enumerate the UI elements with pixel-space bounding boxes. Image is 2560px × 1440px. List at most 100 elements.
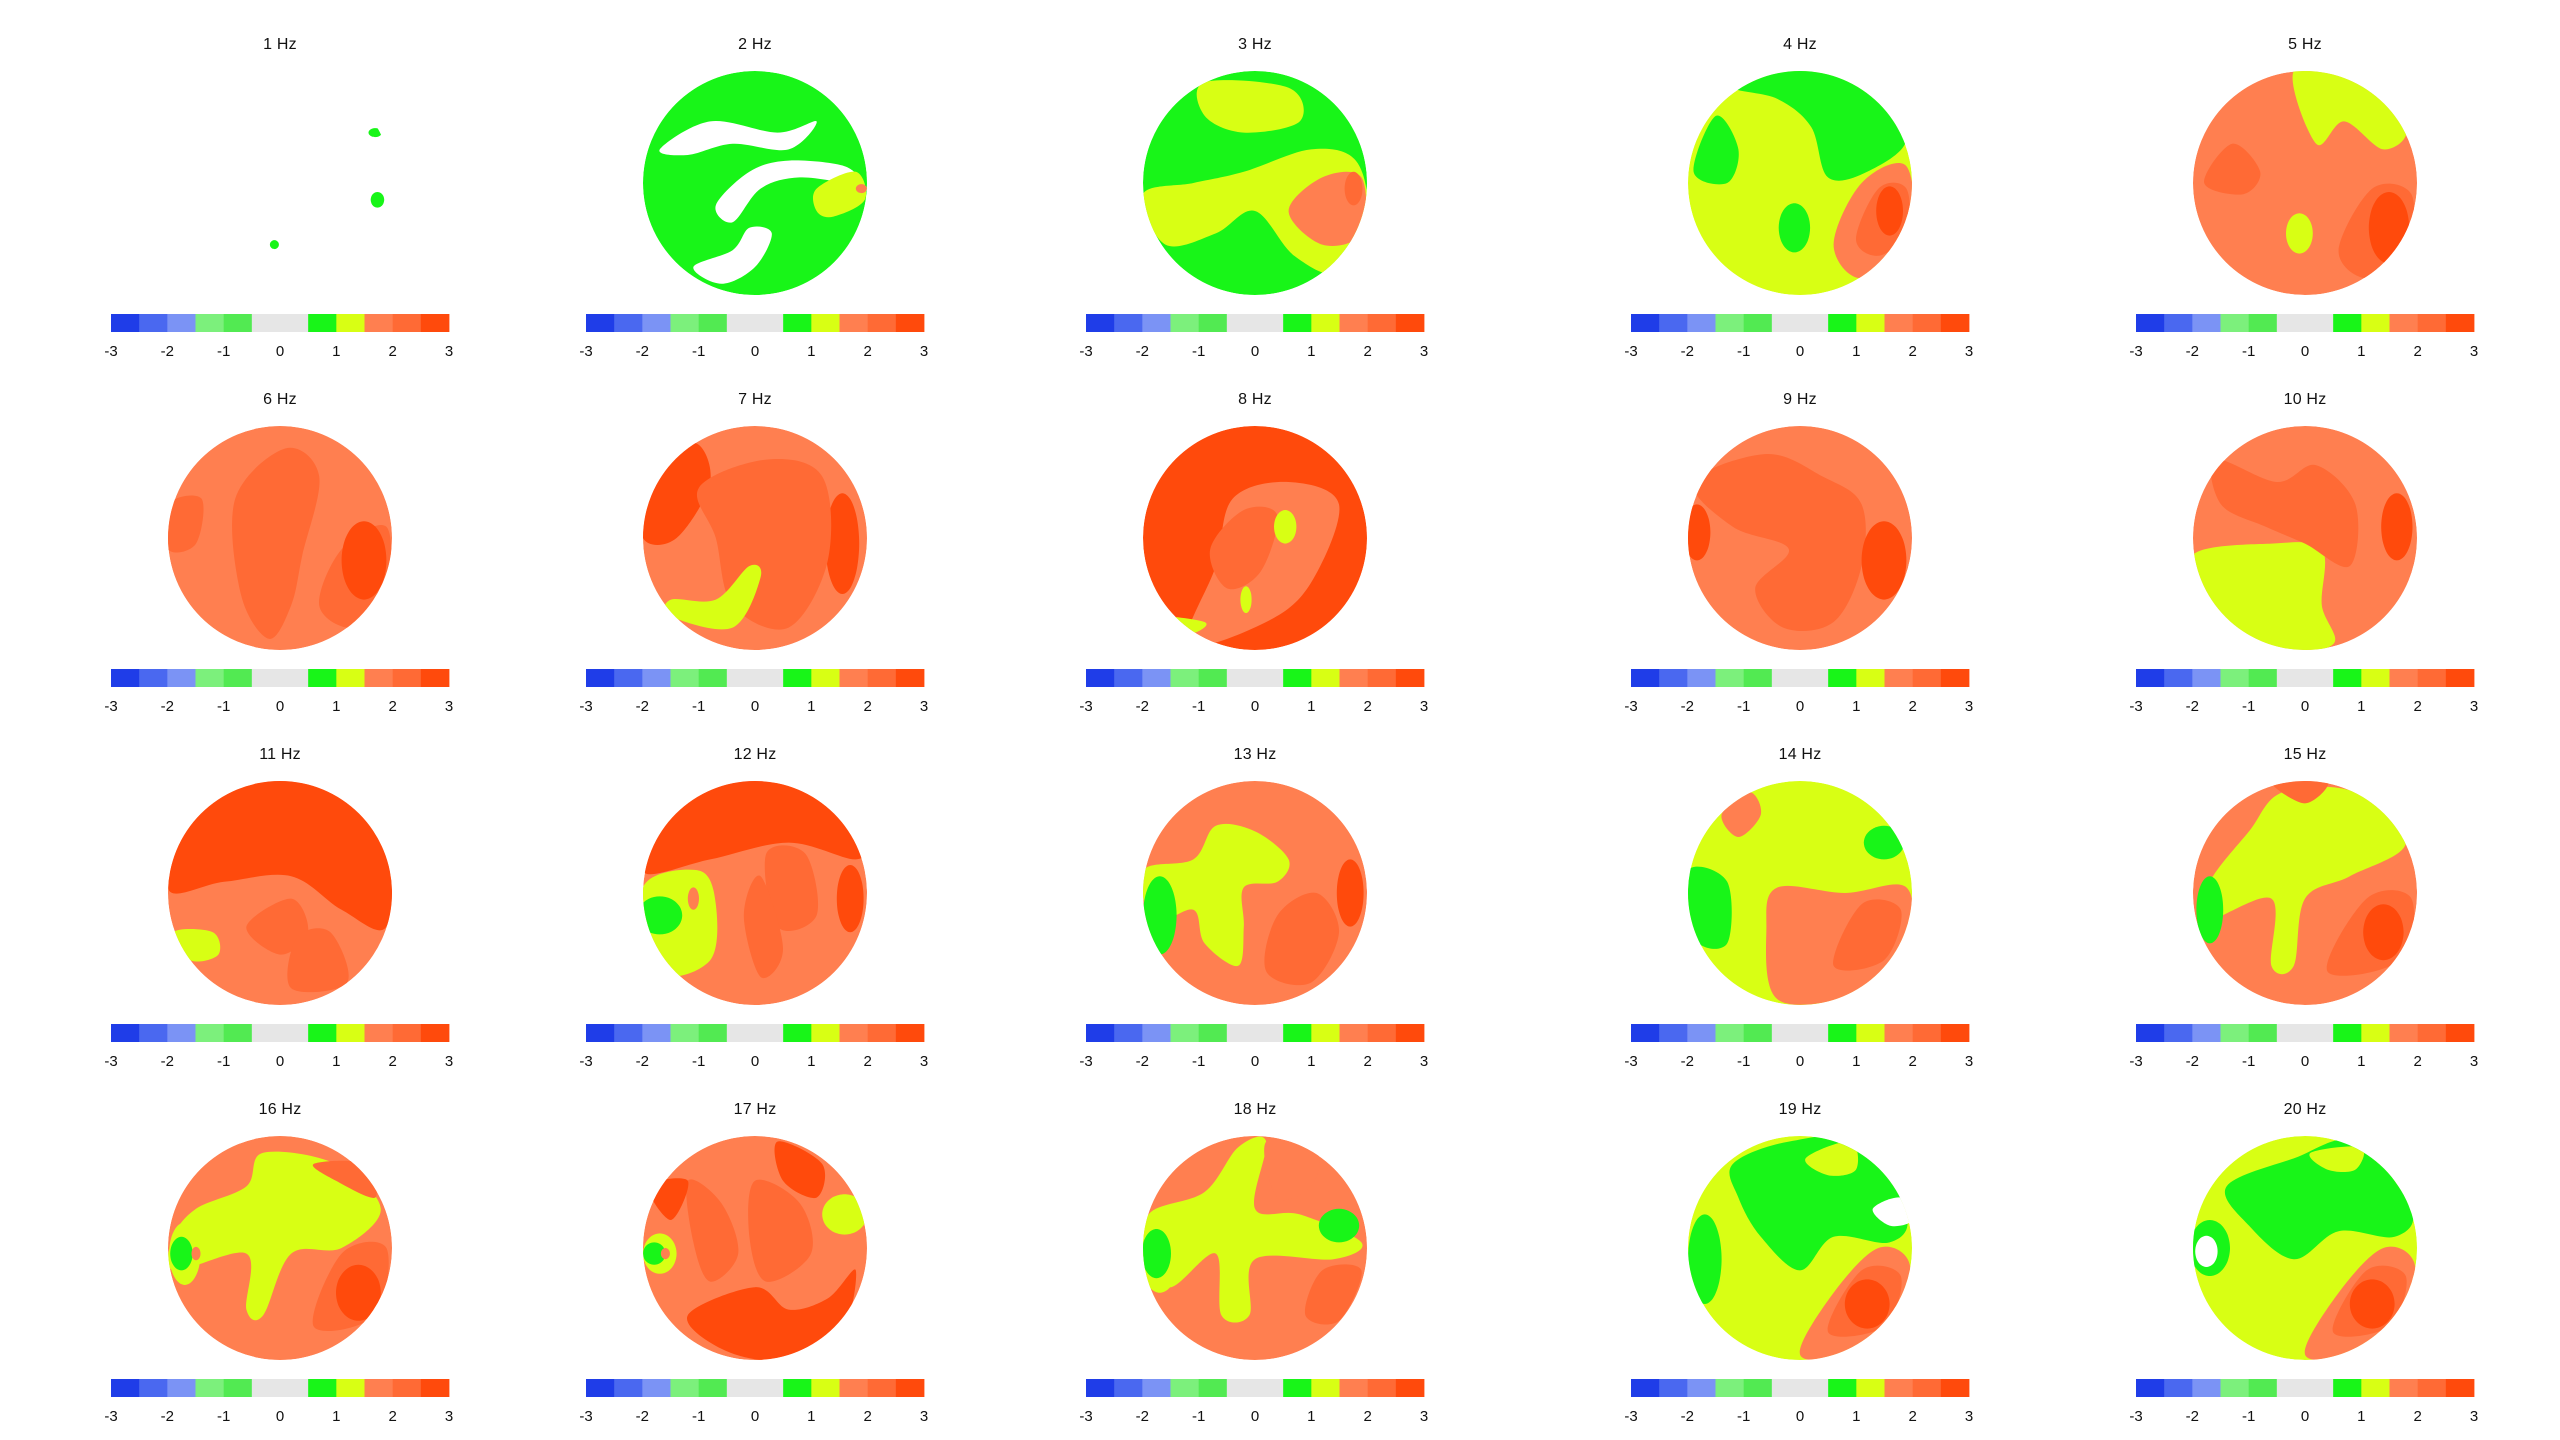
topomap-panel: 19 Hz -3 -2 -1 0 1 2 3 [1610, 1075, 1990, 1425]
topomap-contour-region [1264, 1139, 1320, 1201]
colorbar-segment [1226, 1024, 1256, 1042]
topomap-contour-region [659, 121, 817, 156]
colorbar-segment [2305, 1024, 2334, 1042]
topomap-contour-region [774, 1141, 826, 1199]
colorbar-segment [1800, 1379, 1829, 1397]
colorbar-segment [1828, 1024, 1857, 1042]
topomap-contour-region [168, 781, 392, 931]
colorbar-segment [895, 1024, 925, 1042]
colorbar-segment [2164, 1024, 2193, 1042]
colorbar [1631, 669, 1970, 687]
colorbar-tick-label: 3 [1420, 1408, 1428, 1425]
colorbar-segment [1198, 1024, 1228, 1042]
colorbar-segment [1912, 669, 1942, 687]
colorbar-segment [642, 1379, 671, 1397]
topomap-contour-region [1844, 1279, 1890, 1329]
colorbar-tick-label: -2 [2186, 1408, 2199, 1425]
colorbar-segment [1395, 314, 1425, 332]
colorbar-tick-label: -3 [579, 1053, 592, 1070]
colorbar-tick-label: 1 [2357, 1053, 2365, 1070]
colorbar-segment [2192, 669, 2221, 687]
colorbar-tick-label: 3 [1965, 1053, 1973, 1070]
panel-title: 16 Hz [258, 1101, 302, 1118]
colorbar-segment [2445, 669, 2475, 687]
colorbar-segment [2136, 314, 2165, 332]
colorbar-tick-label: -2 [1136, 698, 1149, 715]
colorbar-segment [364, 314, 394, 332]
colorbar-tick-label: -2 [161, 1408, 174, 1425]
colorbar-segment [111, 669, 140, 687]
topomap-contour-region [2204, 143, 2261, 195]
colorbar-segment [251, 1024, 281, 1042]
topomap-head [168, 1136, 392, 1360]
colorbar-segment [139, 669, 168, 687]
colorbar-segment [2389, 314, 2419, 332]
colorbar-tick-label: -3 [1079, 1408, 1092, 1425]
colorbar-segment [308, 1379, 337, 1397]
colorbar-tick-label: -2 [2186, 698, 2199, 715]
colorbar-segment [1912, 1379, 1942, 1397]
topomap-contour-region [2210, 459, 2359, 568]
colorbar-segment [195, 1024, 225, 1042]
topomap-svg: -3 -2 -1 0 1 2 3 [1079, 781, 1428, 1070]
colorbar-segment [1800, 314, 1829, 332]
colorbar-segment [1884, 1024, 1914, 1042]
colorbar-segment [420, 1024, 450, 1042]
colorbar-segment [1255, 669, 1284, 687]
colorbar-segment [1800, 669, 1829, 687]
colorbar-tick-label: 2 [1364, 1053, 1372, 1070]
topomap-contour-region [643, 1242, 666, 1265]
colorbar-segment [392, 669, 422, 687]
colorbar-tick-label: 2 [389, 1053, 397, 1070]
colorbar-segment [2361, 314, 2390, 332]
colorbar-tick-label: -2 [161, 698, 174, 715]
topomap-contour-region [836, 865, 864, 933]
colorbar-tick-label: -3 [1624, 1408, 1637, 1425]
topomap-contour-region [336, 1264, 381, 1321]
colorbar-tick-label: -3 [1624, 698, 1637, 715]
colorbar-segment [1771, 1024, 1801, 1042]
topomap-head [643, 781, 867, 1005]
colorbar-segment [726, 669, 756, 687]
colorbar-segment [2136, 1379, 2165, 1397]
topomap-svg: -3 -2 -1 0 1 2 3 [1624, 71, 1973, 360]
colorbar-tick-label: -2 [161, 343, 174, 360]
topomap-contour-region [764, 845, 819, 932]
colorbar-tick-label: 2 [389, 698, 397, 715]
topomap-head [1688, 426, 1912, 650]
colorbar-tick-label: 2 [2414, 698, 2422, 715]
colorbar-tick-label: -3 [2129, 698, 2142, 715]
colorbar-segment [1940, 669, 1970, 687]
topomap-contour-region [368, 128, 382, 138]
topomap-svg: -3 -2 -1 0 1 2 3 [104, 128, 453, 360]
colorbar-segment [1395, 669, 1425, 687]
colorbar [1631, 314, 1970, 332]
colorbar-segment [1715, 314, 1745, 332]
colorbar-segment [336, 1024, 365, 1042]
panel-title: 6 Hz [263, 391, 297, 408]
colorbar-segment [2361, 1379, 2390, 1397]
colorbar-segment [1856, 669, 1885, 687]
colorbar [2136, 669, 2475, 687]
colorbar-tick-label: 2 [1364, 343, 1372, 360]
panel-title: 5 Hz [2288, 36, 2322, 53]
colorbar-segment [2248, 669, 2278, 687]
colorbar-tick-label: 1 [332, 1408, 340, 1425]
topomap-contour-region [2271, 781, 2329, 804]
topomap-contour-region [687, 887, 699, 910]
topomap-contour-region [246, 898, 309, 955]
colorbar-segment [670, 1379, 700, 1397]
colorbar-segment [698, 1379, 728, 1397]
colorbar-segment [1659, 1379, 1688, 1397]
colorbar-segment [420, 314, 450, 332]
topomap-panel: 2 Hz -3 -2 -1 0 1 2 3 [565, 10, 945, 360]
colorbar-tick-label: 0 [1251, 1053, 1259, 1070]
colorbar-tick-label: 2 [864, 698, 872, 715]
colorbar-segment [1170, 1379, 1200, 1397]
colorbar-tick-label: 3 [920, 1053, 928, 1070]
colorbar-tick-label: 3 [1965, 698, 1973, 715]
panel-title: 18 Hz [1233, 1101, 1277, 1118]
topomap-head [1143, 781, 1367, 1005]
colorbar-tick-label: 0 [751, 1053, 759, 1070]
colorbar-segment [392, 1024, 422, 1042]
